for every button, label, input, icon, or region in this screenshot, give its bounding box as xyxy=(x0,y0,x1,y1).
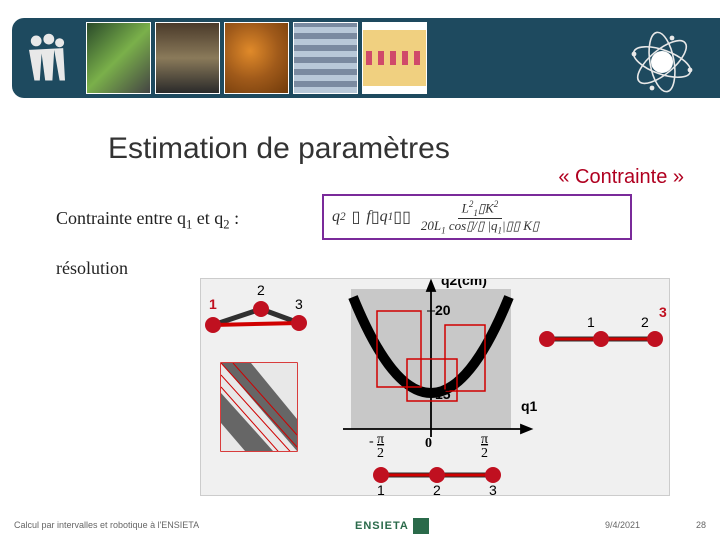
eq-lhs-var: q xyxy=(332,208,340,226)
linkage-top-left: 1 2 3 xyxy=(205,282,307,333)
svg-text:2: 2 xyxy=(377,446,384,461)
constraint-text: Contrainte entre q1 et q2 : xyxy=(56,208,239,233)
footer-logo-text: ENSIETA xyxy=(355,520,409,532)
header-thumb-1 xyxy=(86,22,151,94)
equation-box: q2 ▯ f▯q1▯▯ L21▯K2 20L1 cos▯/▯ |q1|▯▯ K▯ xyxy=(322,194,632,240)
eq-placeholder-3: ▯▯ xyxy=(393,207,411,227)
svg-text:1: 1 xyxy=(587,314,595,330)
people-silhouette-icon xyxy=(12,18,82,98)
resolution-label: résolution xyxy=(56,258,128,279)
svg-text:2: 2 xyxy=(257,282,265,298)
y-tick-20: 20 xyxy=(435,302,451,318)
hatched-region xyxy=(221,363,297,459)
header-band xyxy=(12,18,720,98)
eq-frac-num: L21▯K2 xyxy=(458,199,503,219)
eq-fraction: L21▯K2 20L1 cos▯/▯ |q1|▯▯ K▯ xyxy=(417,199,543,236)
y-axis-label: q2(cm) xyxy=(441,279,487,288)
slide-subtitle: « Contrainte » xyxy=(558,166,684,189)
svg-text:3: 3 xyxy=(659,304,667,320)
svg-text:1: 1 xyxy=(209,296,217,312)
footer-page: 28 xyxy=(696,520,706,530)
svg-text:2: 2 xyxy=(641,314,649,330)
constraint-mid: et q xyxy=(192,208,223,228)
linkage-bottom: 1 2 3 xyxy=(373,467,501,497)
eq-lhs-sub: 2 xyxy=(340,211,346,223)
x-ticks: - π 2 0 π 2 xyxy=(369,432,488,461)
svg-text:2: 2 xyxy=(433,482,441,497)
resolution-diagram: q2(cm) 20 15 q1 - π 2 0 π 2 1 2 3 xyxy=(200,278,670,496)
eq-placeholder-2: ▯ xyxy=(371,207,380,227)
eq-frac-den: 20L1 cos▯/▯ |q1|▯▯ K▯ xyxy=(417,219,543,236)
header-thumb-4 xyxy=(293,22,358,94)
header-thumb-3 xyxy=(224,22,289,94)
y-tick-15: 15 xyxy=(435,386,451,402)
svg-text:2: 2 xyxy=(481,446,488,461)
eq-arg-var: q xyxy=(380,208,388,226)
footer-logo-square-icon xyxy=(413,518,429,534)
svg-text:-: - xyxy=(369,434,374,449)
header-thumb-5 xyxy=(362,22,427,94)
eq-placeholder-1: ▯ xyxy=(352,207,361,227)
svg-text:3: 3 xyxy=(489,482,497,497)
linkage-top-right: 1 2 3 xyxy=(539,304,667,347)
constraint-prefix: Contrainte entre q xyxy=(56,208,186,228)
atom-icon xyxy=(622,30,702,94)
svg-text:0: 0 xyxy=(425,436,432,451)
footer-text: Calcul par intervalles et robotique à l'… xyxy=(14,520,199,530)
svg-text:3: 3 xyxy=(295,296,303,312)
svg-text:π: π xyxy=(377,432,384,447)
footer-logo: ENSIETA xyxy=(355,518,429,534)
constraint-suffix: : xyxy=(230,208,240,228)
svg-text:1: 1 xyxy=(377,482,385,497)
footer-date: 9/4/2021 xyxy=(605,520,640,530)
header-thumb-2 xyxy=(155,22,220,94)
slide-title: Estimation de paramètres xyxy=(108,132,450,166)
x-axis-label: q1 xyxy=(521,398,538,414)
svg-text:π: π xyxy=(481,432,488,447)
